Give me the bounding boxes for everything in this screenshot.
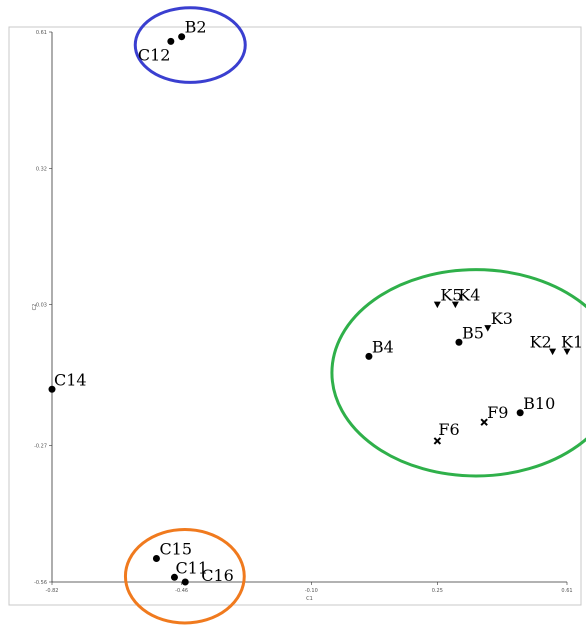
data-point <box>433 301 441 309</box>
data-point <box>484 325 492 332</box>
data-point <box>48 385 56 393</box>
point-label: C15 <box>159 539 192 558</box>
point-label: C11 <box>175 558 208 577</box>
data-point <box>451 301 459 309</box>
y-axis-title: C2 <box>32 304 38 311</box>
point-label: K4 <box>458 286 480 305</box>
y-tick-label: 0.61 <box>36 30 47 36</box>
data-point <box>433 437 442 445</box>
point-label: K5 <box>440 286 462 305</box>
x-tick-label: -0.46 <box>175 588 188 594</box>
y-tick-label: 0.03 <box>36 303 47 309</box>
point-label: B10 <box>523 394 555 413</box>
data-point <box>549 348 557 356</box>
x-tick-label: -0.82 <box>46 588 59 594</box>
highlight-ellipse <box>133 6 247 84</box>
point-label: K1 <box>561 333 583 352</box>
highlight-ellipse <box>123 527 246 625</box>
point-label: K3 <box>491 309 513 328</box>
point-label: B2 <box>185 18 207 37</box>
data-point <box>181 578 189 586</box>
data-points <box>48 33 571 586</box>
data-point <box>178 33 186 41</box>
x-tick-label: 0.61 <box>561 588 572 594</box>
data-point <box>152 554 160 562</box>
y-tick-label: 0.32 <box>36 166 47 172</box>
y-tick-label: -0.27 <box>34 444 47 450</box>
data-point <box>167 37 175 45</box>
data-point <box>563 348 571 356</box>
point-label: C16 <box>201 566 234 585</box>
point-label: C12 <box>138 45 171 64</box>
data-point <box>170 573 178 581</box>
point-label: F9 <box>487 403 508 422</box>
x-tick-label: 0.25 <box>432 588 443 594</box>
point-label: B4 <box>372 337 394 356</box>
data-point <box>455 338 463 346</box>
point-label: B5 <box>462 323 484 342</box>
x-axis-title: C1 <box>306 596 313 602</box>
data-point <box>480 418 488 426</box>
point-label: C14 <box>54 370 87 389</box>
point-label: F6 <box>438 420 459 439</box>
plot-frame <box>8 26 582 606</box>
data-point <box>365 352 373 360</box>
y-tick-label: -0.56 <box>34 580 47 586</box>
axes: -0.82 -0.46 -0.10 0.25 0.61 -0.56 -0.27 0.03 0.3… <box>32 30 573 602</box>
highlight-ellipse <box>330 268 586 478</box>
point-label: K2 <box>530 333 552 352</box>
data-point <box>516 409 524 417</box>
highlight-groups <box>123 6 586 625</box>
x-tick-label: -0.10 <box>305 588 318 594</box>
